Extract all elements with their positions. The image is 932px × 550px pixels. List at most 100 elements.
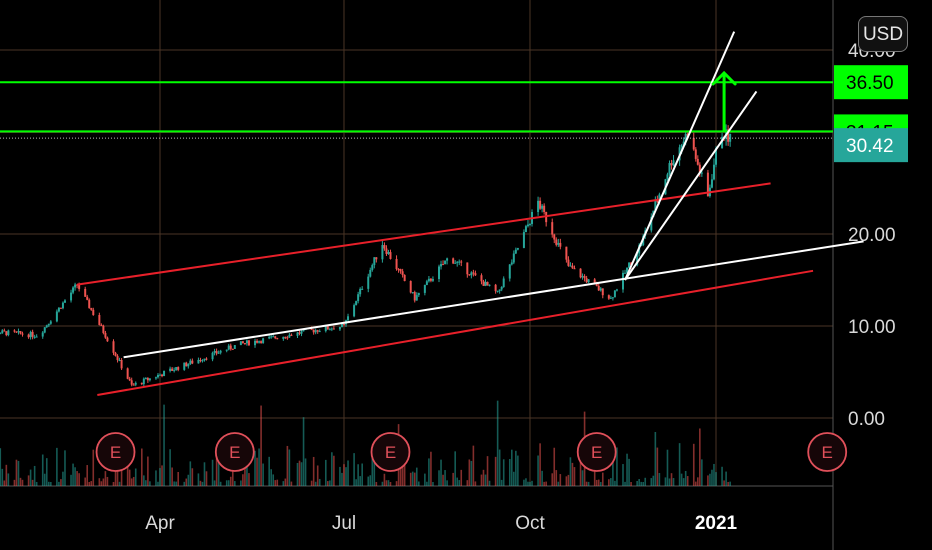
price-label-box bbox=[834, 65, 908, 100]
volume-bar bbox=[72, 463, 74, 486]
volume-bar bbox=[622, 464, 624, 486]
volume-bar bbox=[288, 449, 291, 486]
volume-bar bbox=[399, 465, 402, 486]
candle-body bbox=[197, 359, 200, 364]
volume-bar bbox=[50, 481, 52, 486]
volume-bar bbox=[62, 471, 64, 486]
earnings-marker-circle bbox=[576, 432, 617, 472]
volume-bar bbox=[13, 479, 16, 486]
y-tick-label: 10.00 bbox=[848, 317, 896, 338]
earnings-marker-label: E bbox=[229, 443, 240, 462]
volume-bar bbox=[86, 465, 89, 486]
candle-body bbox=[498, 289, 501, 291]
candle-body bbox=[112, 341, 115, 353]
volume-bar bbox=[327, 481, 329, 486]
candle-body bbox=[557, 242, 560, 245]
volume-bar bbox=[383, 473, 386, 486]
volume-bar bbox=[642, 481, 645, 486]
volume-bar bbox=[626, 453, 628, 486]
volume-bar bbox=[701, 459, 703, 486]
candle-body bbox=[480, 275, 483, 282]
candle-body bbox=[130, 380, 133, 385]
volume-bar bbox=[359, 476, 361, 486]
candle-body bbox=[41, 332, 44, 337]
candle-body bbox=[611, 297, 614, 299]
volume-bar bbox=[163, 404, 165, 486]
candle-body bbox=[524, 226, 527, 233]
candle-body bbox=[215, 351, 218, 354]
volume-bar bbox=[177, 471, 179, 486]
volume-bar bbox=[290, 481, 293, 486]
candle-body bbox=[3, 330, 6, 332]
channel-upper-line bbox=[76, 182, 771, 286]
candle-body bbox=[205, 358, 208, 360]
volume-bar bbox=[304, 458, 307, 486]
x-tick-label: Apr bbox=[145, 513, 175, 534]
volume-bar bbox=[614, 480, 616, 486]
volume-bar bbox=[0, 448, 2, 486]
candle-body bbox=[539, 200, 542, 209]
candle-body bbox=[302, 329, 305, 332]
candle-body bbox=[31, 331, 34, 337]
candle-body bbox=[488, 284, 491, 286]
candle-body bbox=[658, 194, 661, 201]
volume-bar bbox=[468, 459, 471, 486]
volume-bar bbox=[652, 475, 655, 486]
volume-bars bbox=[0, 400, 731, 486]
candle-body bbox=[161, 374, 164, 377]
volume-bar bbox=[191, 468, 194, 486]
volume-bar bbox=[559, 474, 562, 486]
volume-bar bbox=[15, 459, 18, 486]
volume-bar bbox=[217, 457, 220, 486]
candle-body bbox=[415, 295, 418, 301]
volume-bar bbox=[159, 468, 161, 486]
currency-button[interactable]: USD bbox=[858, 16, 908, 52]
volume-bar bbox=[27, 475, 30, 486]
candle-body bbox=[338, 327, 341, 330]
volume-bar bbox=[185, 478, 188, 486]
candle-body bbox=[729, 133, 732, 142]
candle-body bbox=[395, 258, 398, 270]
volume-bar bbox=[173, 481, 175, 486]
candle-body bbox=[468, 274, 471, 276]
volume-bar bbox=[601, 472, 604, 486]
volume-bar bbox=[715, 472, 717, 486]
volume-bar bbox=[341, 472, 343, 486]
candle-body bbox=[442, 264, 445, 266]
volume-bar bbox=[640, 481, 642, 486]
volume-bar bbox=[371, 446, 374, 486]
volume-bar bbox=[480, 474, 483, 486]
candle-body bbox=[92, 309, 95, 315]
candle-body bbox=[63, 300, 66, 303]
volume-bar bbox=[721, 466, 723, 486]
volume-bar bbox=[361, 463, 363, 486]
candle-body bbox=[417, 292, 420, 296]
candle-body bbox=[613, 290, 616, 298]
candle-body bbox=[359, 288, 362, 295]
volume-bar bbox=[31, 479, 34, 486]
candle-body bbox=[142, 378, 145, 385]
volume-bar bbox=[458, 480, 461, 486]
candle-body bbox=[57, 307, 60, 312]
candle-body bbox=[29, 331, 32, 338]
volume-bar bbox=[369, 475, 372, 486]
volume-bar bbox=[92, 449, 95, 486]
candle-body bbox=[460, 261, 463, 263]
candle-body bbox=[650, 216, 653, 231]
volume-bar bbox=[353, 453, 355, 486]
volume-bar bbox=[373, 444, 376, 486]
candle-body bbox=[284, 336, 287, 338]
candle-body bbox=[27, 334, 30, 338]
candle-body bbox=[670, 163, 673, 166]
volume-bar bbox=[169, 449, 171, 486]
candle-body bbox=[411, 292, 414, 294]
volume-bar bbox=[300, 462, 303, 486]
volume-bar bbox=[624, 481, 626, 486]
candle-body bbox=[156, 374, 159, 378]
candle-body bbox=[326, 326, 329, 330]
volume-bar bbox=[482, 469, 485, 486]
candle-body bbox=[593, 279, 596, 284]
